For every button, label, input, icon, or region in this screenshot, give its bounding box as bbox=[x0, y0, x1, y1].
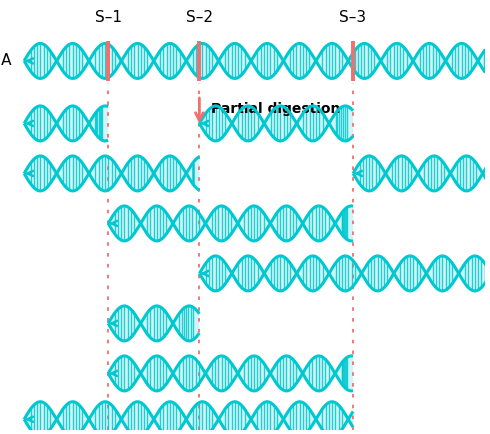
Text: S–3: S–3 bbox=[340, 10, 367, 25]
Text: Partial digestion: Partial digestion bbox=[211, 102, 341, 115]
Text: DNA: DNA bbox=[0, 53, 12, 69]
Text: S–2: S–2 bbox=[186, 10, 213, 25]
Text: S–1: S–1 bbox=[95, 10, 122, 25]
